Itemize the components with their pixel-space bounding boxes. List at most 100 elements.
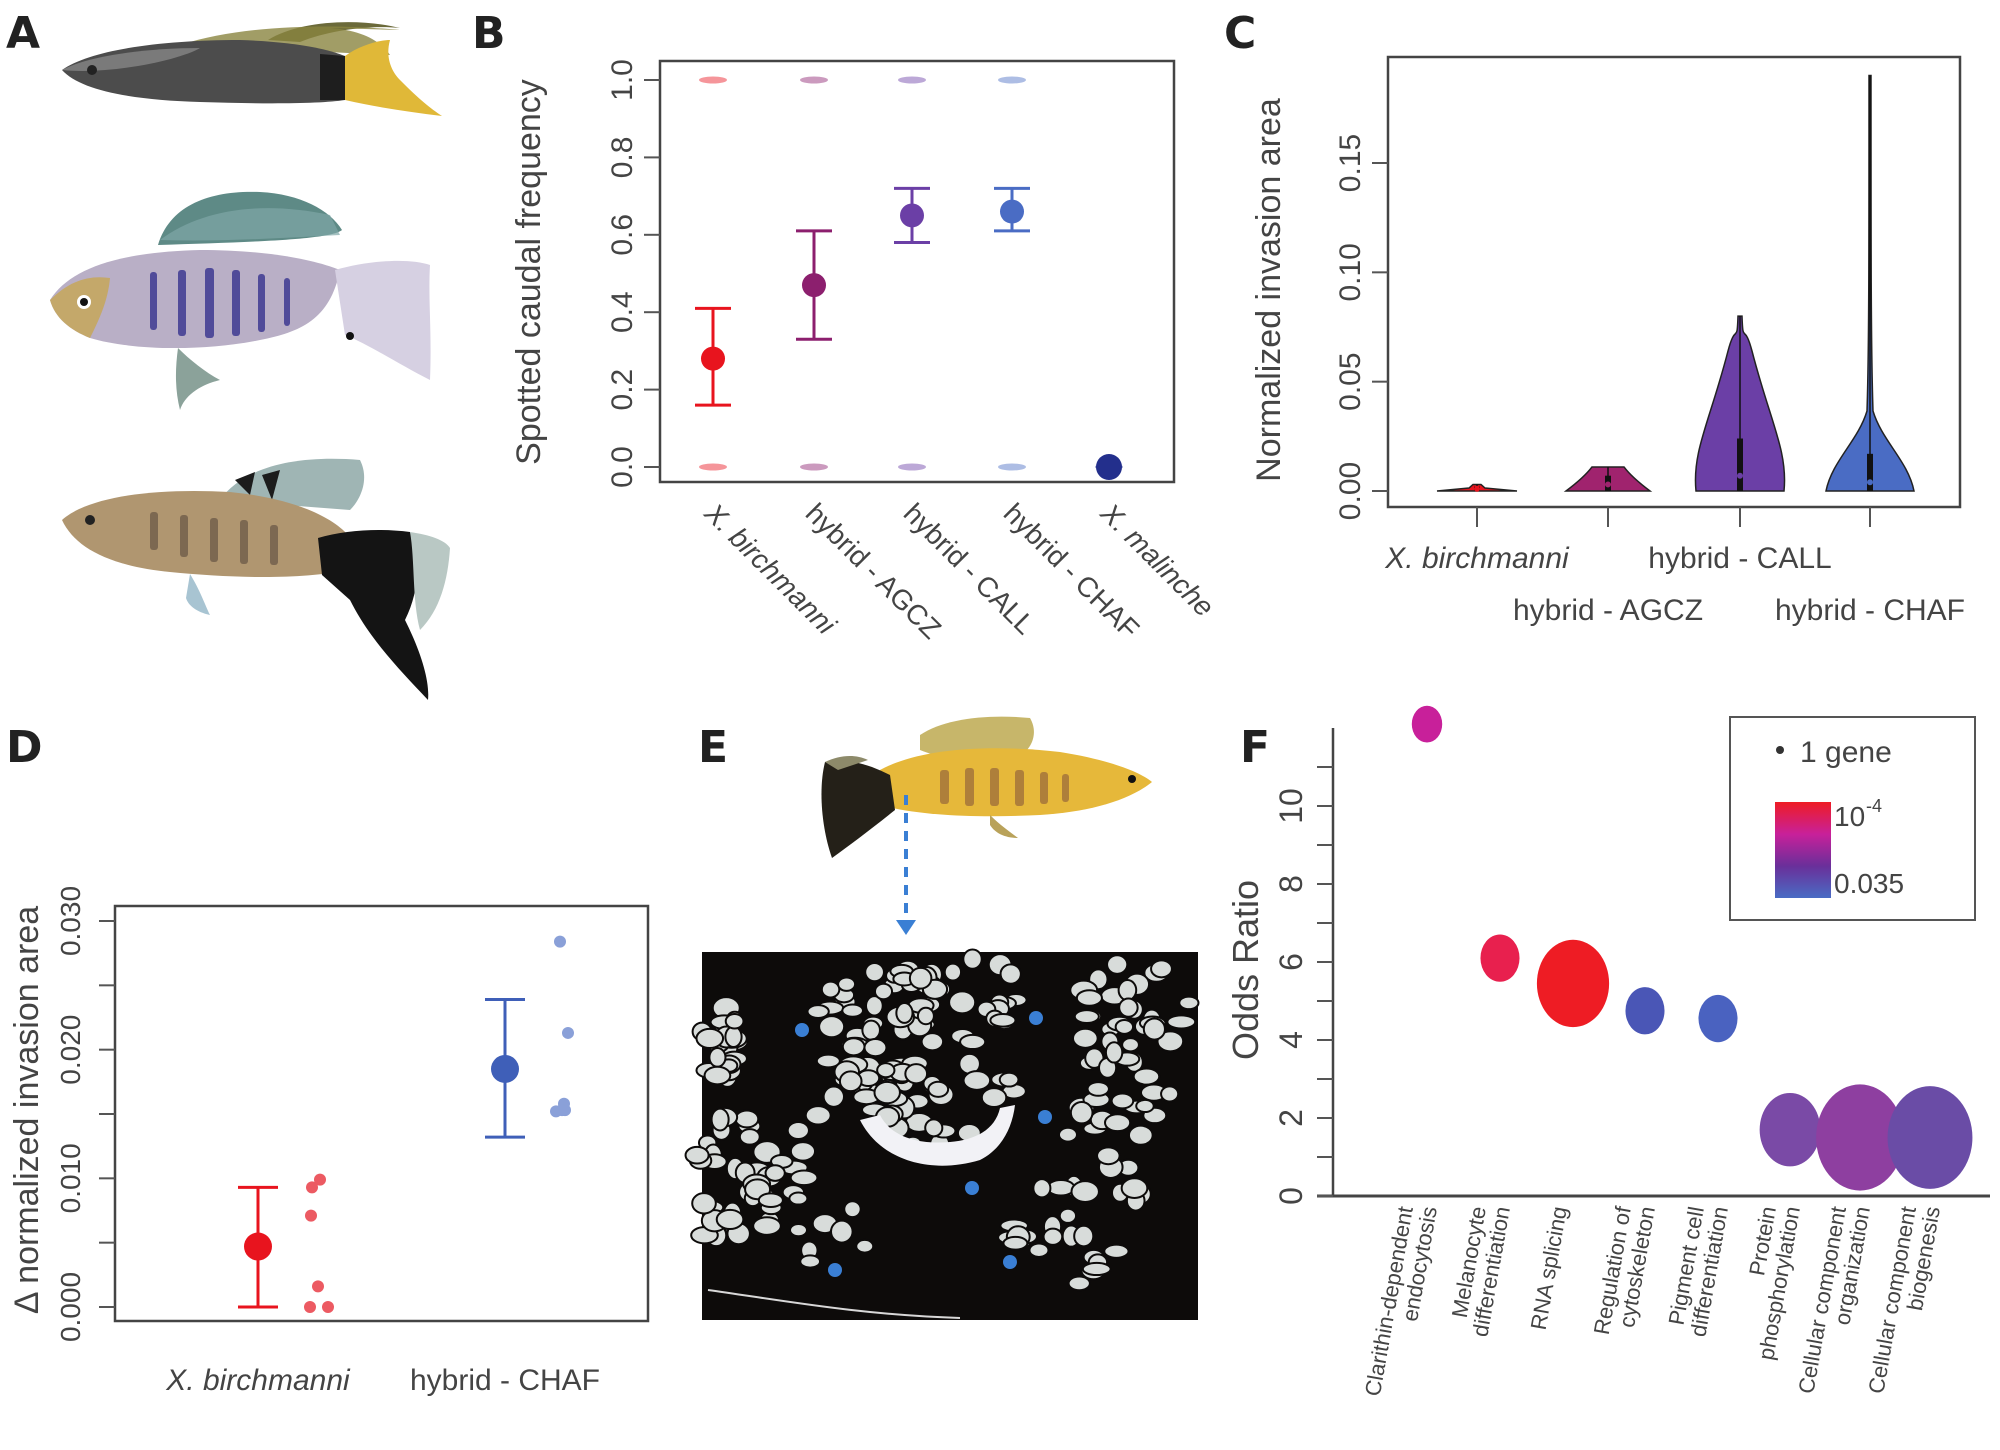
legend: 1 gene 10 -4 0.035 xyxy=(1729,716,1976,921)
histology-cell xyxy=(1150,959,1173,979)
y-tick-label: 6 xyxy=(1273,953,1309,971)
panel-letter-f: F xyxy=(1240,722,1271,773)
histology-cell xyxy=(703,1065,732,1086)
enrichment-bubble xyxy=(1536,939,1610,1028)
fish-image-hybrid xyxy=(62,458,450,700)
violin-iqr-box xyxy=(1737,438,1743,491)
histology-cell xyxy=(1028,1242,1050,1258)
histology-cell xyxy=(1135,1098,1155,1114)
histology-cell xyxy=(1166,1014,1197,1030)
histology-cell xyxy=(1103,1243,1130,1259)
individual-data-point xyxy=(304,1301,316,1313)
histology-cell xyxy=(1132,1067,1161,1086)
histology-cell xyxy=(799,1254,822,1269)
y-tick-label: 0.6 xyxy=(606,214,639,256)
histology-cell xyxy=(1156,1030,1185,1053)
histology-cell xyxy=(724,1013,745,1030)
histology-cell xyxy=(691,1192,717,1215)
violin-iqr-box xyxy=(1867,453,1873,491)
x-tick-label: hybrid - CHAF xyxy=(410,1364,600,1397)
enrichment-bubble xyxy=(1887,1086,1973,1189)
y-tick-label: 0.8 xyxy=(606,137,639,179)
histology-cell xyxy=(684,1145,710,1165)
y-tick-label: 0.0 xyxy=(606,446,639,488)
histology-marker-icon xyxy=(828,1263,842,1277)
y-tick-label: 0.000 xyxy=(55,1272,86,1342)
y-tick-label: 0.05 xyxy=(1334,352,1367,410)
histology-marker-icon xyxy=(795,1023,809,1037)
histology-cell xyxy=(841,1003,864,1018)
histology-cell xyxy=(1081,1261,1112,1277)
dashed-arrow-icon xyxy=(896,795,916,935)
histology-cell xyxy=(962,948,983,970)
histology-cell xyxy=(710,1107,730,1132)
histology-cell xyxy=(1070,1180,1100,1203)
histology-cell xyxy=(1075,989,1103,1007)
histology-cell xyxy=(908,966,933,990)
enrichment-bubble xyxy=(1411,705,1443,743)
y-tick-label: 0.2 xyxy=(606,369,639,411)
individual-data-point xyxy=(312,1280,324,1293)
histology-cell xyxy=(1121,1037,1140,1053)
histology-cell xyxy=(999,963,1022,985)
histology-cell xyxy=(789,1141,817,1162)
histology-cell xyxy=(1120,1177,1149,1199)
y-axis-label: Odds Ratio xyxy=(1225,880,1266,1060)
histology-cell xyxy=(1106,954,1129,975)
legend-color-bar xyxy=(1775,802,1831,898)
histology-cell xyxy=(959,1033,987,1051)
histology-cell xyxy=(715,1208,745,1231)
histology-cell xyxy=(927,1080,950,1098)
violin-median xyxy=(1737,472,1743,479)
histology-cell xyxy=(786,1121,810,1140)
histology-section-image xyxy=(684,948,1200,1320)
y-tick-label: 1.0 xyxy=(606,59,639,101)
histology-cell xyxy=(1086,1081,1110,1097)
histology-cell xyxy=(864,961,885,983)
panel-letter-e: E xyxy=(698,722,729,773)
histology-cell xyxy=(943,962,963,982)
histology-cell xyxy=(1069,1100,1094,1125)
mean-point xyxy=(802,273,826,298)
histology-cell xyxy=(1110,1092,1135,1110)
y-axis-label: Δ normalized invasion area xyxy=(8,906,46,1314)
mean-point xyxy=(491,1054,519,1083)
histology-cell xyxy=(838,1070,863,1093)
x-tick-label: RNA splicing xyxy=(1526,1205,1572,1332)
y-tick-label: 0.030 xyxy=(55,886,86,956)
enrichment-bubble xyxy=(1816,1084,1904,1191)
fish-image-xmalinche xyxy=(50,191,431,410)
enrichment-bubble xyxy=(1625,987,1665,1035)
raw-data-points xyxy=(898,463,926,471)
histology-cell xyxy=(752,1216,782,1236)
raw-data-points xyxy=(898,76,926,84)
histology-markers xyxy=(795,1011,1052,1277)
y-axis-label: Normalized invasion area xyxy=(1250,98,1288,482)
histology-marker-icon xyxy=(1038,1110,1052,1124)
histology-cell xyxy=(1071,1027,1099,1049)
histology-cell xyxy=(989,1013,1017,1028)
histology-cell xyxy=(863,1038,888,1058)
histology-cell xyxy=(865,995,884,1017)
individual-data-point xyxy=(322,1301,334,1313)
legend-size-label: 1 gene xyxy=(1800,736,1892,769)
histology-cell xyxy=(837,976,857,992)
histology-cell xyxy=(998,1071,1020,1088)
histology-cell xyxy=(1104,1041,1124,1064)
mean-point xyxy=(1000,199,1024,224)
raw-data-points xyxy=(800,76,828,84)
histology-cell xyxy=(873,1080,901,1105)
legend-size-marker-icon xyxy=(1776,746,1784,754)
y-tick-label: 0.15 xyxy=(1334,134,1367,192)
histology-cell xyxy=(764,1164,786,1182)
histology-marker-icon xyxy=(1003,1255,1017,1269)
y-tick-label: 0 xyxy=(1273,1187,1309,1205)
individual-data-point xyxy=(305,1209,317,1222)
histology-marker-icon xyxy=(965,1181,979,1195)
mean-point xyxy=(244,1232,272,1261)
panel-letter-c: C xyxy=(1224,8,1257,59)
